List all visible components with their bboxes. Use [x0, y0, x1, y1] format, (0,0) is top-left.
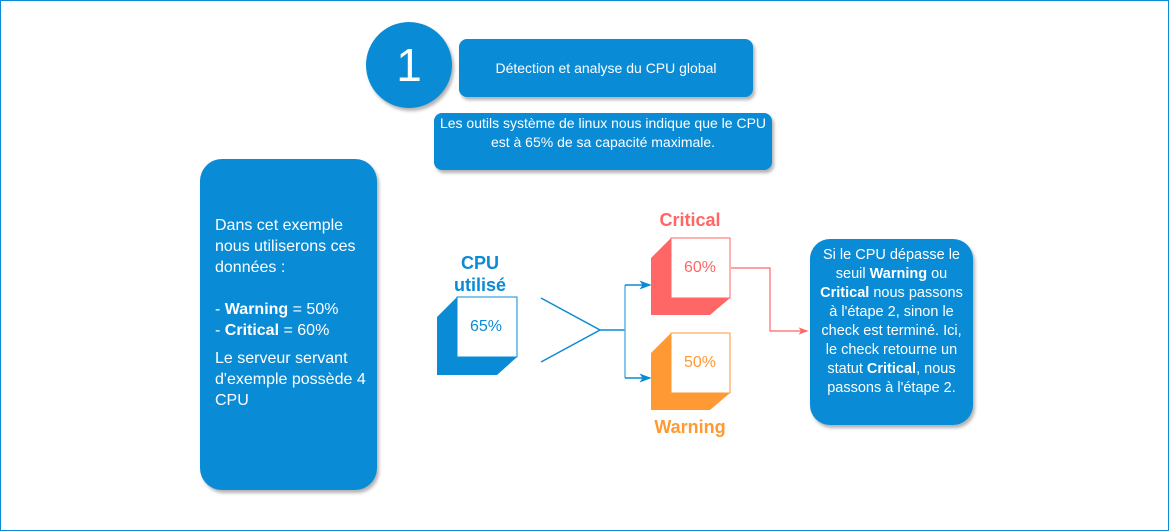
critical-value: 60% [684, 259, 717, 276]
prefix: - [215, 322, 225, 339]
cpu-value: 65% [470, 318, 503, 335]
example-intro: Dans cet exemple nous utiliserons ces do… [215, 217, 356, 276]
warning-cube [651, 332, 731, 410]
example-data-box: Dans cet exemple nous utiliserons ces do… [200, 159, 377, 490]
text: ou [927, 266, 948, 282]
text: , nous passons à l'étape 2. [827, 361, 956, 396]
warning-label: Warning [654, 417, 726, 437]
step-number: 1 [396, 39, 422, 91]
critical-arrow [731, 267, 809, 335]
warning-value: 50% [684, 354, 717, 371]
warning-value: = 50% [288, 301, 339, 318]
step-description: Les outils système de linux nous indique… [434, 113, 772, 170]
cpu-label: CPU utilisé [453, 253, 506, 295]
warning-bold: Warning [869, 266, 928, 282]
critical-bold: Critical [866, 361, 917, 377]
warning-threshold: - Warning = 50% [215, 299, 367, 320]
result-box: Si le CPU dépasse le seuil Warning ou Cr… [810, 239, 973, 425]
warning-label: Warning [224, 301, 289, 318]
critical-bold: Critical [820, 285, 870, 301]
step-title: Détection et analyse du CPU global [459, 39, 753, 97]
step-number-badge: 1 [366, 22, 452, 108]
server-info: Le serveur servant d'exemple possède 4 C… [215, 350, 366, 409]
critical-cube [651, 237, 731, 315]
text: nous passons à l'étape 2, sinon le check… [821, 285, 963, 377]
critical-label: Critical [659, 210, 721, 230]
step-title-text: Détection et analyse du CPU global [495, 60, 717, 76]
critical-value: = 60% [279, 322, 330, 339]
text: Si le CPU dépasse le seuil [822, 247, 960, 282]
compare-connector [540, 280, 652, 383]
cpu-cube [437, 296, 518, 375]
critical-label: Critical [224, 322, 280, 339]
critical-threshold: - Critical = 60% [215, 320, 367, 341]
prefix: - [215, 301, 225, 318]
